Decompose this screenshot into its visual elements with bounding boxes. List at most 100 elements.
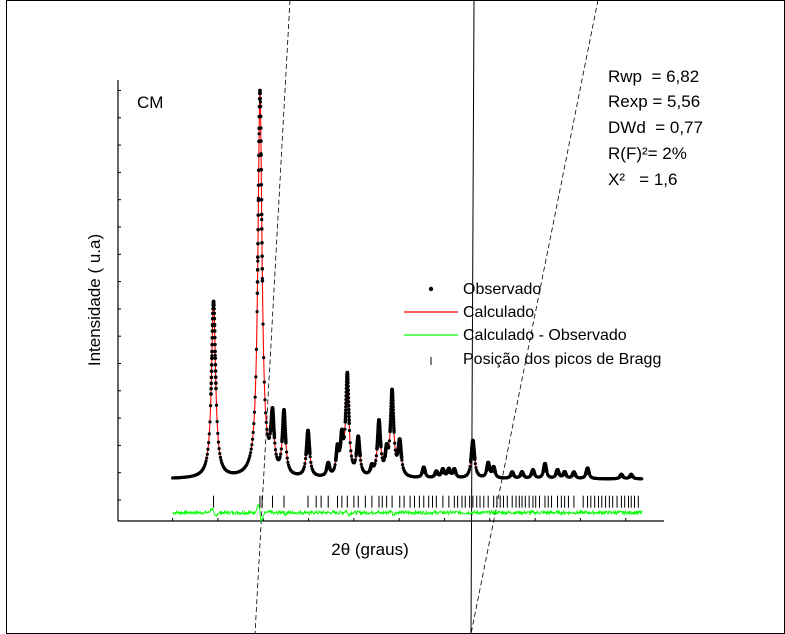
observed-point (400, 463, 405, 467)
observed-point (390, 395, 395, 400)
observed-point (304, 457, 308, 461)
observed-point (349, 449, 353, 453)
observed-point (218, 451, 222, 456)
observed-point (386, 445, 391, 450)
observed-point (359, 458, 363, 462)
observed-point (273, 448, 278, 452)
observed-point (247, 456, 251, 460)
observed-point (251, 430, 255, 434)
observed-point (256, 198, 261, 203)
observed-point (557, 471, 561, 476)
observed-point (640, 477, 644, 481)
observed-point (254, 347, 259, 351)
observed-point (214, 381, 218, 385)
observed-point (255, 280, 260, 284)
observed-point (436, 472, 440, 476)
legend-observed-marker (428, 286, 434, 292)
observed-point (205, 452, 209, 456)
observed-point (382, 458, 386, 462)
observed-point (347, 428, 352, 433)
observed-point (472, 457, 477, 462)
observed-point (468, 464, 472, 469)
observed-point (371, 464, 376, 468)
observed-point (521, 473, 526, 477)
observed-point (209, 403, 213, 408)
observed-point (210, 349, 214, 354)
stat-dwd: DWd = 0,77 (608, 118, 703, 137)
observed-point (573, 473, 578, 478)
difference-curve (172, 504, 643, 523)
observed-point (346, 388, 350, 392)
observed-point (285, 450, 289, 454)
observed-point (258, 91, 262, 96)
legend-observed-label: Observado (463, 281, 541, 298)
observed-point (391, 423, 396, 428)
observed-point (587, 471, 591, 476)
guide-line-3 (470, 0, 599, 634)
observed-point (213, 375, 218, 380)
observed-point (259, 182, 264, 187)
observed-point (212, 322, 217, 327)
observed-point (278, 455, 282, 459)
stat-rwp: Rwp = 6,82 (608, 67, 699, 86)
observed-point (467, 468, 472, 472)
observed-point (262, 380, 266, 384)
observed-point (207, 441, 211, 445)
observed-point (213, 369, 218, 373)
observed-point (206, 447, 210, 451)
observed-point (257, 132, 261, 136)
observed-point (209, 392, 213, 396)
observed-point (256, 241, 260, 246)
observed-point (258, 114, 263, 119)
observed-point (379, 444, 383, 448)
observed-point (399, 455, 404, 460)
observed-point (205, 456, 209, 460)
observed-point (258, 88, 262, 93)
observed-point (391, 398, 395, 403)
observed-point (423, 470, 428, 475)
observed-point (284, 440, 288, 444)
observed-point (260, 217, 264, 222)
observed-point (391, 414, 396, 419)
bragg-ticks (213, 495, 639, 508)
legend-calculated-label: Calculado (463, 304, 534, 321)
observed-point (348, 441, 352, 445)
x-ticks (172, 518, 627, 521)
calculated-curve (172, 90, 643, 480)
observed-point (210, 342, 214, 347)
observed-point (349, 454, 354, 458)
observed-point (337, 448, 341, 453)
observed-point (248, 454, 252, 458)
observed-point (345, 375, 350, 379)
observed-point (309, 464, 314, 468)
observed-point (333, 463, 337, 467)
stat-chi2: X² = 1,6 (608, 170, 677, 189)
observed-point (260, 254, 264, 258)
refinement-stats: Rwp = 6,82 Rexp = 5,56 DWd = 0,77 R(F)²=… (608, 67, 703, 189)
observed-point (264, 411, 268, 415)
observed-point (213, 353, 217, 358)
observed-point (261, 322, 265, 326)
observed-point (260, 240, 264, 245)
observed-point (346, 403, 351, 408)
observed-point (215, 419, 219, 424)
observed-point (343, 417, 348, 422)
observed-point (392, 426, 396, 430)
observed-point (273, 441, 277, 445)
observed-point (344, 404, 348, 409)
observed-point (218, 455, 223, 459)
observed-point (256, 255, 260, 259)
observed-point (359, 462, 363, 466)
guide-line-1 (254, 0, 291, 634)
observed-point (309, 460, 313, 464)
observed-point (353, 458, 357, 462)
observed-point (264, 420, 268, 424)
observed-point (209, 381, 214, 386)
observed-point (258, 100, 262, 104)
observed-point (258, 96, 263, 101)
observed-point (253, 395, 257, 399)
observed-point (343, 414, 348, 419)
observed-point (388, 419, 393, 424)
observed-point (263, 398, 267, 402)
